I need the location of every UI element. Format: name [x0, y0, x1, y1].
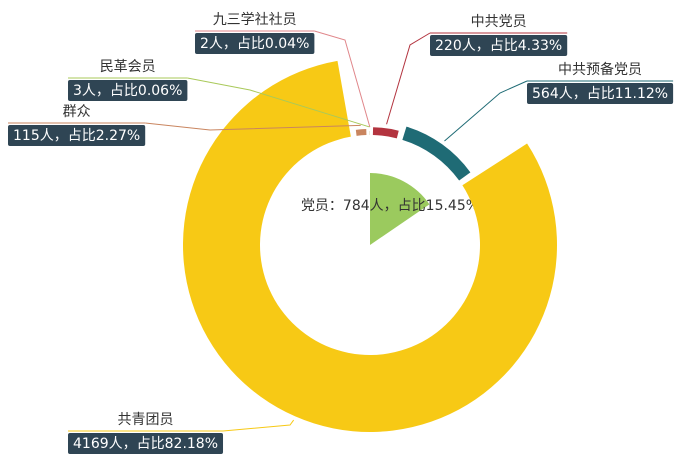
label-box — [527, 83, 674, 104]
value-label: 564人，占比11.12% — [532, 86, 668, 102]
ring-segment — [372, 127, 399, 139]
category-label: 民革会员 — [100, 59, 156, 75]
leader-line — [386, 32, 431, 125]
value-label: 3人，占比0.06% — [73, 83, 182, 99]
category-label: 群众 — [63, 104, 91, 120]
label-box — [430, 35, 568, 56]
label-box — [195, 33, 315, 54]
label-box — [8, 125, 146, 146]
ring-segment — [355, 129, 367, 136]
label-group: 3人，占比0.06% 民革会员 — [68, 59, 188, 101]
label-group: 564人，占比11.12% 中共预备党员 — [527, 61, 674, 104]
value-label: 115人，占比2.27% — [13, 128, 140, 144]
value-label: 4169人，占比82.18% — [73, 436, 218, 452]
ring-segment — [182, 60, 557, 432]
ring-segment — [402, 126, 471, 181]
leader-line — [145, 122, 361, 131]
leader-line — [187, 77, 370, 128]
center-label: 党员：784人，占比15.45% — [301, 198, 479, 214]
category-label: 九三学社社员 — [213, 12, 297, 28]
label-group: 115人，占比2.27% 群众 — [8, 104, 146, 146]
value-label: 2人，占比0.04% — [200, 36, 309, 52]
leader-line — [314, 30, 371, 128]
label-group: 2人，占比0.04% 九三学社社员 — [195, 12, 315, 54]
value-label: 220人，占比4.33% — [435, 38, 562, 54]
inner-wedge — [370, 173, 430, 245]
label-group: 4169人，占比82.18% 共青团员 — [68, 412, 224, 454]
category-label: 共青团员 — [118, 412, 174, 428]
category-label: 中共党员 — [471, 14, 527, 30]
label-group: 220人，占比4.33% 中共党员 — [430, 14, 568, 56]
category-label: 中共预备党员 — [558, 61, 642, 78]
label-box — [68, 80, 188, 101]
label-box — [68, 433, 224, 454]
leader-line — [222, 419, 295, 432]
leader-line — [444, 80, 528, 142]
